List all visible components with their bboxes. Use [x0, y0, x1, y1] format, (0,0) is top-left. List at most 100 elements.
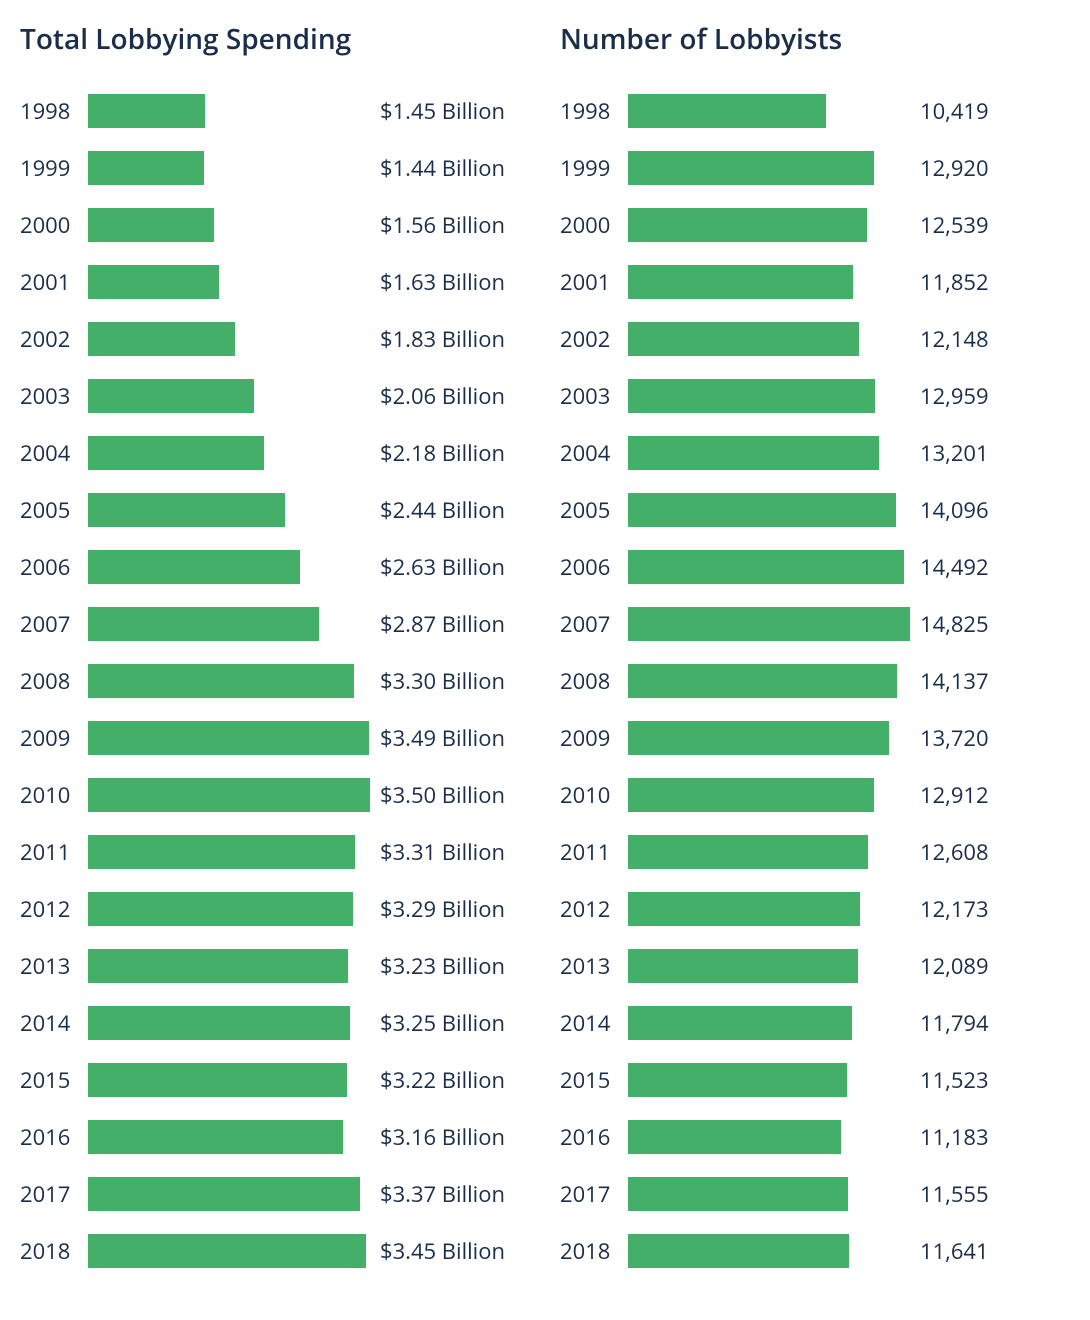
spending-value: $3.16 Billion: [380, 1122, 530, 1152]
spending-year: 2012: [20, 894, 88, 924]
lobbyists-bar-area: [628, 1006, 910, 1040]
spending-bar: [88, 550, 300, 584]
lobbyists-bar-area: [628, 721, 910, 755]
lobbyists-year: 1999: [560, 153, 628, 183]
lobbyists-bar: [628, 493, 896, 527]
lobbyists-year: 2012: [560, 894, 628, 924]
lobbyists-bar-area: [628, 379, 910, 413]
spending-year: 2001: [20, 267, 88, 297]
lobbyists-row: 201611,183: [560, 1108, 1070, 1165]
spending-value: $1.63 Billion: [380, 267, 530, 297]
lobbyists-row: 201312,089: [560, 937, 1070, 994]
spending-year: 1999: [20, 153, 88, 183]
lobbyists-bar: [628, 778, 874, 812]
lobbyists-chart-title: Number of Lobbyists: [560, 20, 1070, 58]
lobbyists-value: 12,912: [920, 780, 1070, 810]
spending-row: 2000$1.56 Billion: [20, 196, 530, 253]
lobbyists-bar-area: [628, 151, 910, 185]
lobbyists-row: 2012 12,173: [560, 880, 1070, 937]
spending-row: 1999$1.44 Billion: [20, 139, 530, 196]
spending-year: 2009: [20, 723, 88, 753]
lobbyists-row: 199912,920: [560, 139, 1070, 196]
lobbyists-year: 2016: [560, 1122, 628, 1152]
lobbyists-value: 12,148: [920, 324, 1070, 354]
lobbyists-bar-area: [628, 1234, 910, 1268]
lobbyists-year: 2013: [560, 951, 628, 981]
spending-chart-rows: 1998$1.45 Billion1999$1.44 Billion2000$1…: [20, 82, 530, 1279]
spending-row: 2002$1.83 Billion: [20, 310, 530, 367]
lobbyists-value: 12,173: [920, 894, 1070, 924]
lobbyists-year: 2004: [560, 438, 628, 468]
spending-row: 2017$3.37 Billion: [20, 1165, 530, 1222]
lobbyists-value: 12,608: [920, 837, 1070, 867]
spending-bar-area: [88, 322, 370, 356]
spending-year: 2007: [20, 609, 88, 639]
spending-bar: [88, 151, 204, 185]
spending-value: $3.22 Billion: [380, 1065, 530, 1095]
spending-year: 2008: [20, 666, 88, 696]
spending-row: 2006$2.63 Billion: [20, 538, 530, 595]
lobbyists-year: 2017: [560, 1179, 628, 1209]
spending-year: 2014: [20, 1008, 88, 1038]
spending-bar: [88, 1177, 360, 1211]
lobbyists-value: 14,137: [920, 666, 1070, 696]
spending-bar-area: [88, 379, 370, 413]
charts-container: Total Lobbying Spending 1998$1.45 Billio…: [20, 20, 1070, 1279]
spending-row: 2008$3.30 Billion: [20, 652, 530, 709]
spending-year: 2006: [20, 552, 88, 582]
lobbyists-bar-area: [628, 322, 910, 356]
lobbyists-row: 200714,825: [560, 595, 1070, 652]
spending-bar: [88, 607, 319, 641]
spending-row: 2014 $3.25 Billion: [20, 994, 530, 1051]
spending-bar: [88, 493, 285, 527]
spending-bar-area: [88, 151, 370, 185]
spending-bar: [88, 1063, 347, 1097]
lobbyists-bar-area: [628, 208, 910, 242]
spending-bar-area: [88, 1063, 370, 1097]
spending-bar: [88, 1234, 366, 1268]
spending-row: 2011 $3.31 Billion: [20, 823, 530, 880]
spending-row: 2007$2.87 Billion: [20, 595, 530, 652]
lobbyists-bar: [628, 265, 853, 299]
spending-row: 2004$2.18 Billion: [20, 424, 530, 481]
lobbyists-year: 2002: [560, 324, 628, 354]
lobbyists-row: 201112,608: [560, 823, 1070, 880]
lobbyists-bar-area: [628, 664, 910, 698]
spending-bar-area: [88, 493, 370, 527]
lobbyists-value: 14,492: [920, 552, 1070, 582]
spending-row: 2015 $3.22 Billion: [20, 1051, 530, 1108]
spending-value: $3.25 Billion: [380, 1008, 530, 1038]
lobbyists-row: 2002 12,148: [560, 310, 1070, 367]
lobbyists-bar: [628, 664, 897, 698]
lobbyists-value: 11,641: [920, 1236, 1070, 1266]
lobbyists-bar: [628, 1234, 849, 1268]
lobbyists-row: 199810,419: [560, 82, 1070, 139]
spending-value: $3.31 Billion: [380, 837, 530, 867]
lobbyists-bar-area: [628, 607, 910, 641]
spending-value: $1.45 Billion: [380, 96, 530, 126]
lobbyists-bar: [628, 1063, 847, 1097]
spending-bar: [88, 436, 264, 470]
spending-bar-area: [88, 1120, 370, 1154]
lobbyists-row: 200312,959: [560, 367, 1070, 424]
spending-year: 2011: [20, 837, 88, 867]
lobbyists-chart-rows: 199810,419199912,920200012,539200111,852…: [560, 82, 1070, 1279]
spending-value: $3.37 Billion: [380, 1179, 530, 1209]
spending-bar: [88, 94, 205, 128]
spending-bar: [88, 664, 354, 698]
spending-bar: [88, 322, 235, 356]
lobbyists-bar: [628, 94, 826, 128]
spending-value: $3.23 Billion: [380, 951, 530, 981]
lobbyists-row: 201411,794: [560, 994, 1070, 1051]
lobbyists-row: 200614,492: [560, 538, 1070, 595]
lobbyists-value: 14,096: [920, 495, 1070, 525]
spending-bar-area: [88, 835, 370, 869]
lobbyists-row: 200913,720: [560, 709, 1070, 766]
spending-value: $3.50 Billion: [380, 780, 530, 810]
lobbyists-bar-area: [628, 94, 910, 128]
spending-bar: [88, 949, 348, 983]
lobbyists-value: 11,523: [920, 1065, 1070, 1095]
lobbyists-year: 2018: [560, 1236, 628, 1266]
spending-year: 2015: [20, 1065, 88, 1095]
spending-value: $2.18 Billion: [380, 438, 530, 468]
